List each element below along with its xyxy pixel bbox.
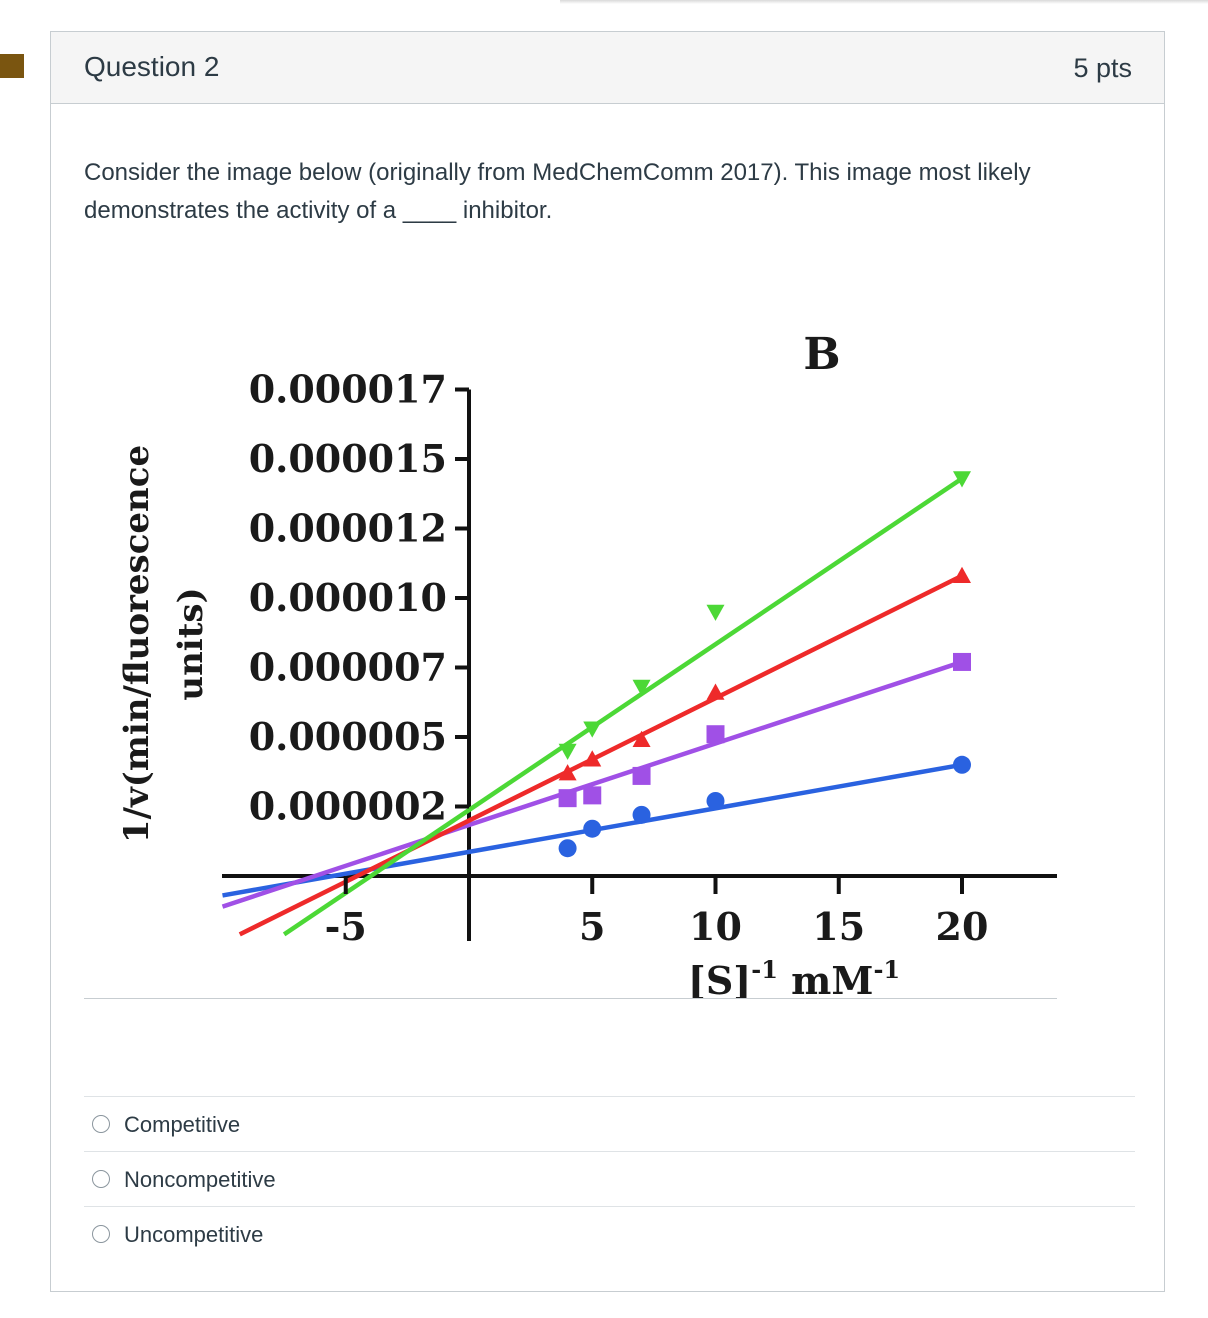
data-point: [583, 750, 602, 767]
x-tick-label: 15: [812, 904, 865, 949]
x-axis-label-unit: mM: [778, 958, 874, 998]
data-point: [583, 819, 602, 838]
y-tick-label: 0.000017: [249, 367, 447, 412]
y-tick-label: 0.000005: [249, 714, 447, 759]
data-point: [632, 805, 651, 824]
data-point: [953, 755, 971, 774]
fit-line: [238, 573, 964, 937]
x-axis-label: [S]-1 mM-1: [688, 955, 900, 998]
x-axis-label-sup2: -1: [873, 955, 900, 984]
data-point: [953, 566, 971, 583]
figure-divider: [84, 998, 1057, 999]
lineweaver-burk-plot: 1/v(min/fluorescence units) B -5 5 10 15 20 0…: [84, 304, 1057, 998]
data-point: [632, 679, 651, 696]
panel-label: B: [803, 329, 840, 380]
y-tick-label: 0.000012: [249, 506, 447, 551]
y-axis-label-line1: 1/v(min/fluorescence: [117, 445, 157, 843]
bookmark-icon[interactable]: [0, 54, 24, 78]
question-points: 5 pts: [1073, 53, 1132, 83]
question-text: Consider the image below (originally fro…: [84, 159, 1031, 224]
radio-button[interactable]: [92, 1225, 110, 1243]
data-point: [583, 721, 602, 738]
answer-option-noncompetitive[interactable]: Noncompetitive: [84, 1151, 1135, 1206]
y-tick-label: 0.000015: [249, 436, 447, 481]
x-tick-label: 10: [689, 904, 742, 949]
fit-line: [282, 476, 964, 937]
x-tick-label: 20: [936, 904, 989, 949]
data-point: [558, 743, 577, 760]
radio-button[interactable]: [92, 1115, 110, 1133]
y-tick-label: 0.000002: [249, 784, 447, 829]
data-point: [953, 652, 971, 671]
top-shadow: [560, 0, 1208, 4]
question-card: Question 2 5 pts Consider the image belo…: [50, 31, 1165, 1292]
data-point: [953, 471, 971, 488]
fit-line: [221, 659, 963, 909]
data-point: [706, 604, 725, 621]
answer-label: Noncompetitive: [124, 1167, 276, 1192]
y-axis-label-line2: units): [171, 587, 211, 700]
y-axis-label: 1/v(min/fluorescence units): [117, 445, 211, 843]
answer-option-competitive[interactable]: Competitive: [84, 1096, 1135, 1151]
y-tick-label: 0.000007: [249, 645, 447, 690]
data-point: [558, 789, 577, 808]
answer-label: Competitive: [124, 1112, 241, 1137]
radio-button[interactable]: [92, 1170, 110, 1188]
data-point: [558, 764, 577, 781]
question-header: Question 2 5 pts: [51, 32, 1164, 104]
data-point: [558, 839, 577, 858]
data-point: [632, 766, 651, 785]
x-axis-label-var: [S]: [688, 958, 751, 998]
data-point: [706, 725, 725, 744]
question-title: Question 2: [84, 51, 220, 82]
x-tick-label: -5: [325, 904, 367, 949]
y-tick-label: 0.000010: [249, 575, 447, 620]
x-axis-label-sup1: -1: [751, 955, 778, 984]
data-point: [632, 730, 651, 747]
answer-option-uncompetitive[interactable]: Uncompetitive: [84, 1206, 1135, 1261]
data-point: [706, 683, 725, 700]
answer-list: Competitive Noncompetitive Uncompetitive: [84, 1096, 1135, 1261]
data-point: [583, 786, 602, 805]
x-tick-label: 5: [579, 904, 605, 949]
answer-label: Uncompetitive: [124, 1222, 264, 1247]
data-point: [706, 791, 725, 810]
